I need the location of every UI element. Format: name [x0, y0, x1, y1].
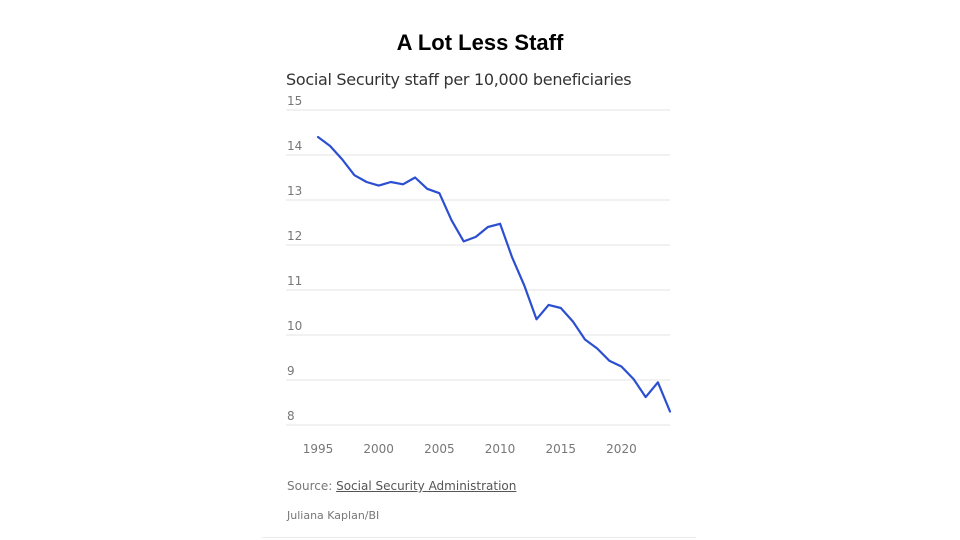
series-lines	[316, 135, 672, 413]
series-line-0	[316, 135, 672, 413]
x-tick-label-2000: 2000	[363, 442, 394, 456]
gridlines	[286, 109, 670, 426]
y-tick-label-12: 12	[287, 229, 302, 243]
divider	[262, 537, 696, 538]
y-tick-label-11: 11	[287, 274, 302, 288]
y-tick-label-10: 10	[287, 319, 302, 333]
slide-title: A Lot Less Staff	[396, 30, 564, 55]
chart-title: Social Security staff per 10,000 benefic…	[286, 70, 632, 89]
x-axis-ticks: 1995 2000 2005 2010 2015 2020	[303, 442, 637, 456]
y-tick-label-14: 14	[287, 139, 302, 153]
source-line: Source: Social Security Administration	[287, 479, 516, 493]
y-tick-label-9: 9	[287, 364, 295, 378]
y-tick-label-13: 13	[287, 184, 302, 198]
y-tick-label-8: 8	[287, 409, 295, 423]
y-axis-ticks: 8 9 10 11 12 13 14 15	[287, 94, 302, 423]
source-prefix: Source:	[287, 479, 337, 493]
source-link[interactable]: Social Security Administration	[336, 479, 517, 493]
x-tick-label-1995: 1995	[303, 442, 334, 456]
x-tick-label-2020: 2020	[606, 442, 637, 456]
x-tick-label-2005: 2005	[424, 442, 455, 456]
line-chart: 8 9 10 11 12 13 14 15 1995 2000 2005 2010 2015 2020	[286, 94, 672, 456]
x-tick-label-2015: 2015	[545, 442, 576, 456]
credit-line: Juliana Kaplan/BI	[287, 509, 380, 522]
x-tick-label-2010: 2010	[485, 442, 516, 456]
y-tick-label-15: 15	[287, 94, 302, 108]
